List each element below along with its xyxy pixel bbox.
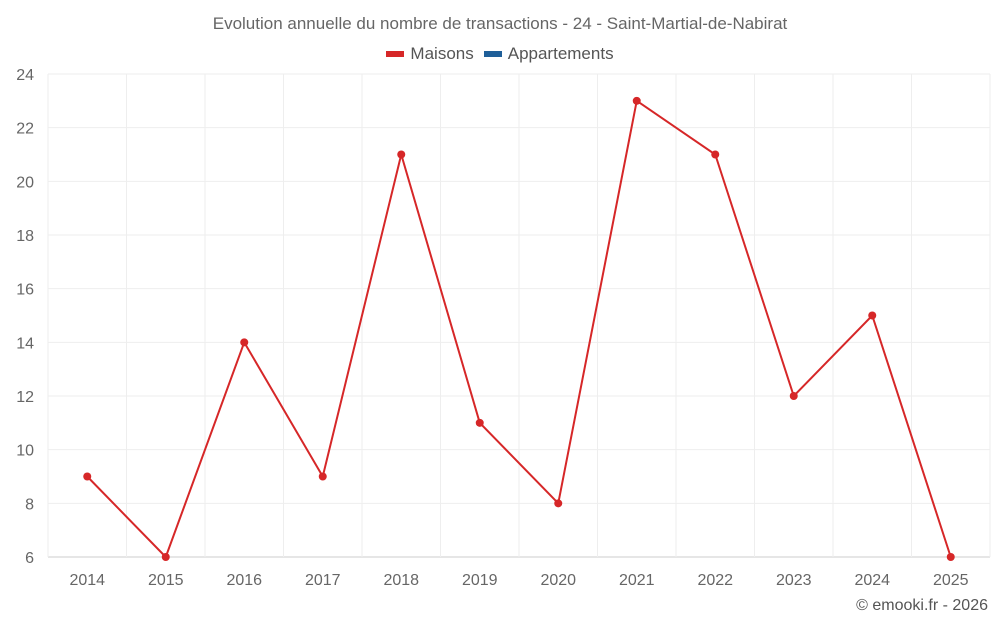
legend-item-appartements[interactable]: Appartements [483, 44, 614, 64]
data-point [318, 472, 327, 481]
chart-title: Evolution annuelle du nombre de transact… [212, 14, 788, 33]
data-point [161, 553, 170, 561]
data-point [711, 150, 720, 159]
y-tick-label: 14 [16, 335, 34, 352]
chart-legend: Maisons Appartements [0, 44, 1000, 64]
data-point [240, 338, 249, 347]
x-tick-label: 2014 [69, 572, 105, 589]
legend-swatch-maisons [386, 51, 405, 57]
data-point [868, 311, 877, 320]
legend-item-maisons[interactable]: Maisons [386, 44, 474, 64]
grid-lines [47, 73, 991, 558]
x-axis: 2014 2015 2016 2017 2018 2019 2020 2021 2022 2023… [69, 572, 968, 589]
credit-text: © emooki.fr - 2026 [856, 597, 988, 614]
series-group [83, 96, 955, 561]
data-point [397, 150, 406, 159]
y-tick-label: 12 [16, 389, 34, 406]
series-line-maisons [86, 99, 952, 559]
y-tick-label: 10 [16, 443, 34, 460]
legend-label-appartements: Appartements [507, 44, 614, 63]
x-tick-label: 2019 [462, 572, 498, 589]
x-tick-label: 2022 [697, 572, 733, 589]
x-tick-label: 2016 [226, 572, 262, 589]
y-tick-label: 18 [16, 228, 34, 245]
x-tick-label: 2021 [619, 572, 655, 589]
y-tick-label: 6 [25, 550, 34, 567]
y-tick-label: 16 [16, 282, 34, 299]
y-tick-label: 20 [16, 174, 34, 191]
x-tick-label: 2023 [776, 572, 812, 589]
y-tick-label: 24 [16, 67, 34, 84]
x-tick-label: 2015 [148, 572, 184, 589]
data-point [554, 499, 563, 508]
y-tick-label: 8 [25, 496, 34, 513]
data-point [946, 553, 955, 561]
y-axis: 6 8 10 12 14 16 18 20 22 24 [16, 67, 34, 567]
data-point [475, 418, 484, 427]
y-tick-label: 22 [16, 121, 34, 138]
x-tick-label: 2020 [540, 572, 576, 589]
data-point [632, 96, 641, 105]
legend-swatch-appartements [483, 51, 502, 57]
data-point [789, 392, 798, 400]
x-tick-label: 2025 [933, 572, 969, 589]
data-point [83, 472, 92, 481]
x-tick-label: 2018 [383, 572, 419, 589]
x-tick-label: 2017 [305, 572, 341, 589]
x-tick-label: 2024 [854, 572, 890, 589]
legend-label-maisons: Maisons [410, 44, 474, 63]
